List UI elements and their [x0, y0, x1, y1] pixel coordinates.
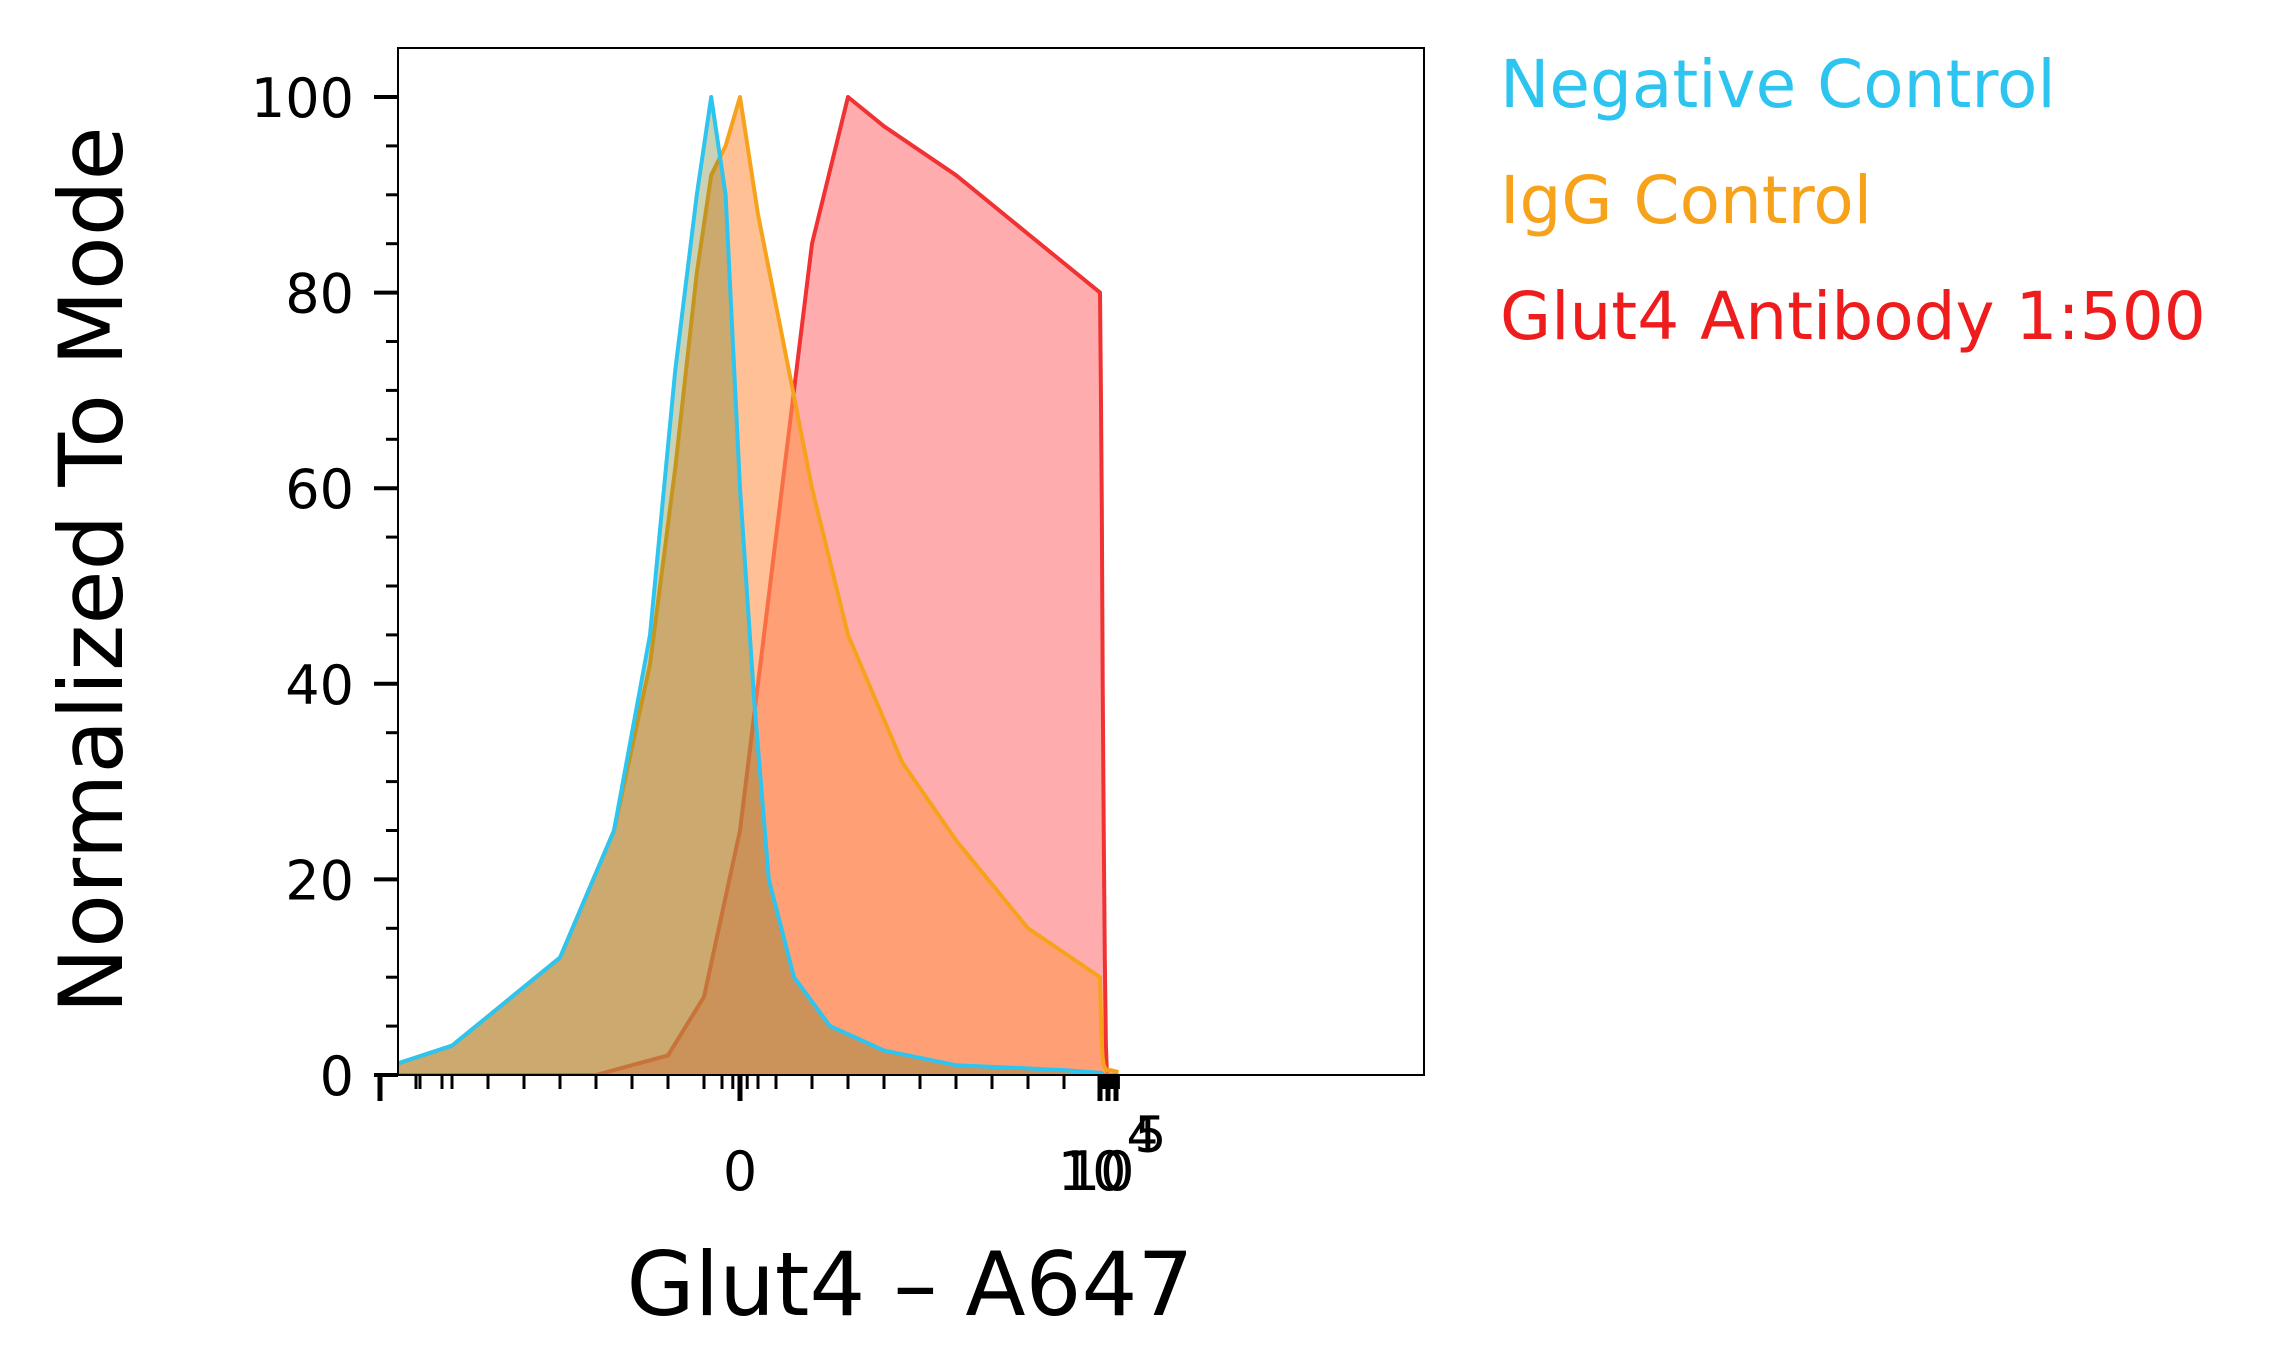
series-fill-0 — [398, 97, 1119, 1075]
series-fill-1 — [398, 97, 1119, 1075]
y-tick-label: 100 — [251, 67, 354, 130]
plot-frame — [397, 47, 1425, 1076]
y-tick-label: 80 — [285, 263, 354, 326]
y-tick-label: 0 — [320, 1045, 354, 1108]
x-axis-label: Glut4 – A647 — [626, 1233, 1193, 1336]
y-tick-label: 40 — [285, 654, 354, 717]
legend: Negative Control IgG Control Glut4 Antib… — [1500, 52, 2206, 400]
legend-item-negative-control: Negative Control — [1500, 46, 2056, 123]
series-line-1 — [398, 95, 1119, 1075]
x-tick-label: 0 — [723, 1140, 757, 1203]
y-tick-label: 60 — [285, 458, 354, 521]
x-tick-label: 104 — [1058, 1106, 1159, 1203]
x-tick-label: 105 — [1066, 1106, 1167, 1203]
series-layer — [398, 95, 1119, 1075]
y-tick-label: 20 — [285, 849, 354, 912]
y-axis-label: Normalized To Mode — [40, 126, 143, 1013]
y-axis: 0 20 40 60 80 100 — [251, 67, 398, 1108]
series-line-0 — [398, 95, 1119, 1075]
legend-item-igg-control: IgG Control — [1500, 162, 1873, 239]
legend-item-glut4-antibody: Glut4 Antibody 1:500 — [1500, 278, 2206, 355]
